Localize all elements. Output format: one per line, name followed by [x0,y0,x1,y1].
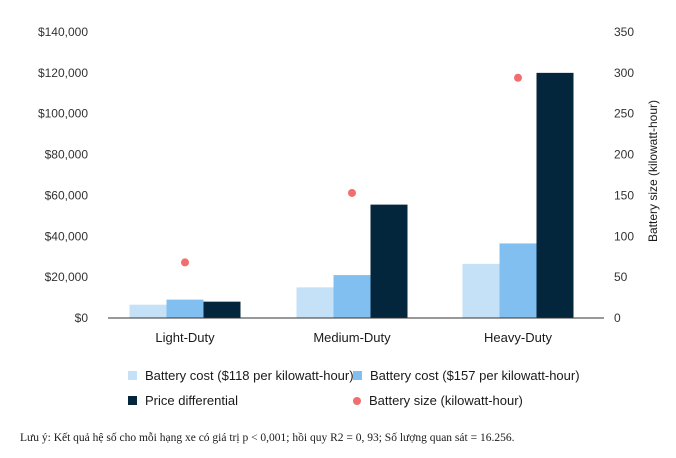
battery-size-point [181,258,189,267]
battery-size-point [514,73,522,82]
legend-item-price-differential: Price differential [128,393,238,408]
right-axis-title: Battery size (kilowatt-hour) [646,100,660,242]
bar-battery-cost-157-per-kilowatt-hour [333,275,371,318]
chart: $0 $20,000 $40,000 $60,000 $80,000 $100,000 $1… [38,25,660,345]
bar-battery-cost-157-per-kilowatt-hour [499,243,537,318]
right-tick-label: 50 [614,270,628,284]
legend-label-price-differential: Price differential [145,393,238,408]
category-label: Heavy-Duty [484,330,552,345]
left-tick-label: $140,000 [38,25,88,39]
right-axis-ticks: 0 50 100 150 200 250 300 350 [614,25,634,325]
bar-battery-cost-157-per-kilowatt-hour [166,299,204,318]
left-tick-label: $120,000 [38,66,88,80]
right-tick-label: 100 [614,229,634,243]
left-tick-label: $0 [75,311,89,325]
battery-size-points [181,73,522,267]
left-tick-label: $80,000 [45,148,89,162]
category-labels: Light-Duty Medium-Duty Heavy-Duty [155,330,552,345]
left-axis-ticks: $0 $20,000 $40,000 $60,000 $80,000 $100,000 $1… [38,25,88,325]
footnote: Lưu ý: Kết quả hệ số cho mỗi hạng xe có … [20,432,515,444]
bars [129,72,574,318]
legend-dot-battery-size [353,396,361,405]
battery-size-point [348,188,356,197]
legend-label-battery-cost-157: Battery cost ($157 per kilowatt-hour) [370,368,580,383]
category-label: Medium-Duty [313,330,391,345]
legend-swatch-battery-cost-157 [353,371,362,380]
bar-battery-cost-118-per-kilowatt-hour [296,287,334,318]
legend-item-battery-cost-157: Battery cost ($157 per kilowatt-hour) [353,368,580,383]
left-tick-label: $40,000 [45,229,89,243]
left-tick-label: $20,000 [45,270,89,284]
right-tick-label: 0 [614,311,621,325]
right-tick-label: 250 [614,107,634,121]
legend-label-battery-size: Battery size (kilowatt-hour) [369,393,523,408]
left-tick-label: $100,000 [38,107,88,121]
legend-swatch-battery-cost-118 [128,371,137,380]
right-tick-label: 350 [614,25,634,39]
bar-price-differential [536,72,574,318]
bar-battery-cost-118-per-kilowatt-hour [462,263,500,318]
bar-price-differential [203,301,241,318]
right-tick-label: 200 [614,148,634,162]
legend-swatch-price-differential [128,396,137,405]
bar-price-differential [370,204,408,318]
legend-label-battery-cost-118: Battery cost ($118 per kilowatt-hour) [145,368,354,383]
legend-item-battery-cost-118: Battery cost ($118 per kilowatt-hour) [128,368,354,383]
bar-battery-cost-118-per-kilowatt-hour [129,304,167,318]
left-tick-label: $60,000 [45,188,89,202]
right-tick-label: 300 [614,66,634,80]
legend-item-battery-size: Battery size (kilowatt-hour) [353,393,523,408]
right-tick-label: 150 [614,188,634,202]
category-label: Light-Duty [155,330,215,345]
